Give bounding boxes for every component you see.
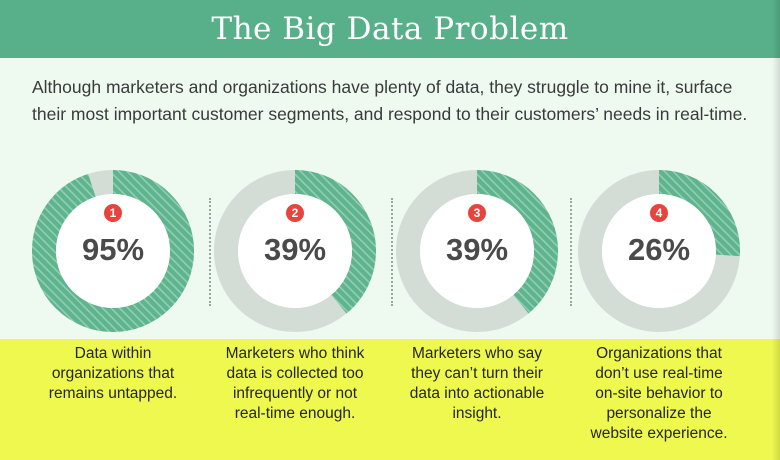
divider (570, 198, 572, 306)
page-title: The Big Data Problem (211, 11, 569, 47)
step-badge-1: 1 (102, 202, 124, 224)
donut-center (238, 194, 352, 308)
caption-3: Marketers who say they can’t turn their … (409, 345, 545, 422)
donut-chart-3 (396, 170, 558, 332)
divider (391, 198, 393, 306)
donut-value-arc (396, 170, 558, 332)
stat-1: 1 95% Data within organizations that rem… (32, 170, 194, 460)
donut-center (602, 194, 716, 308)
donut-center (56, 194, 170, 308)
percent-label-2: 39% (263, 232, 327, 267)
stat-4: 4 26% Organizations that don’t use real-… (578, 170, 740, 460)
donut-center (420, 194, 534, 308)
page-edge-shadow (772, 0, 780, 460)
caption-band (0, 339, 780, 460)
donut-value-arc (214, 170, 376, 332)
title-banner: The Big Data Problem (0, 0, 780, 58)
stat-2: 2 39% Marketers who think data is collec… (214, 170, 376, 460)
caption-4: Organizations that don’t use real-time o… (590, 345, 728, 442)
percent-label-3: 39% (445, 232, 509, 267)
donut-value-arc (578, 170, 740, 332)
donut-chart-2 (214, 170, 376, 332)
step-badge-4: 4 (648, 202, 670, 224)
divider (209, 198, 211, 306)
donut-chart-1 (32, 170, 194, 332)
stat-3: 3 39% Marketers who say they can’t turn … (396, 170, 558, 460)
percent-label-1: 95% (81, 232, 145, 267)
step-badge-3: 3 (466, 202, 488, 224)
donut-chart-4 (578, 170, 740, 332)
donut-value-arc (32, 170, 194, 332)
caption-1: Data within organizations that remains u… (48, 345, 178, 402)
percent-label-4: 26% (627, 232, 691, 267)
caption-2: Marketers who think data is collected to… (225, 345, 365, 422)
step-badge-2: 2 (284, 202, 306, 224)
intro-text: Although marketers and organizations hav… (32, 77, 748, 124)
